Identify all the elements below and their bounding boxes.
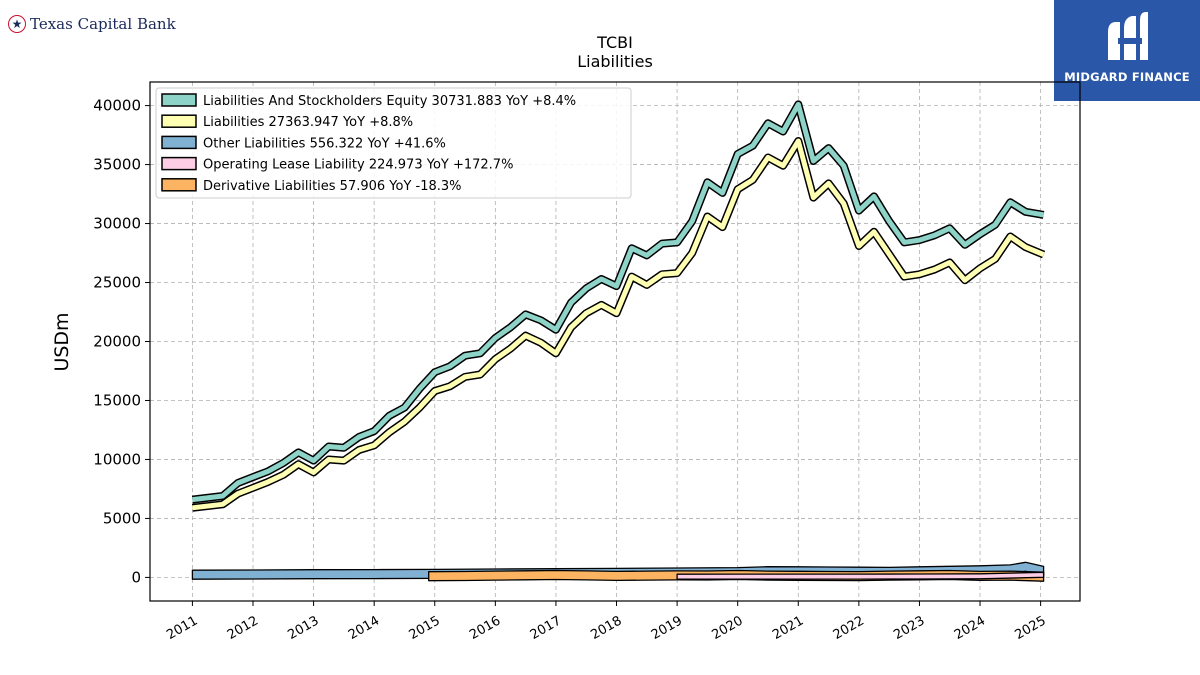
legend-swatch-operating-lease-liability xyxy=(161,156,197,171)
x-tick-label: 2012 xyxy=(225,613,261,643)
x-tick-label: 2013 xyxy=(285,613,321,643)
y-tick-label: 20000 xyxy=(93,333,141,351)
chart-subtitle: Liabilities xyxy=(577,52,653,71)
y-axis-ticks: 0 5000 10000 15000 20000 25000 30000 35000 40000 xyxy=(93,97,150,586)
x-tick-label: 2018 xyxy=(588,613,624,643)
y-axis-label: USDm xyxy=(51,312,73,371)
legend-label-other-liabilities: Other Liabilities 556.322 YoY +41.6% xyxy=(203,136,446,151)
x-tick-label: 2021 xyxy=(770,613,806,643)
y-tick-label: 15000 xyxy=(93,391,141,409)
y-tick-label: 40000 xyxy=(93,97,141,115)
legend-label-operating-lease-liability: Operating Lease Liability 224.973 YoY +1… xyxy=(203,158,513,173)
chart-title: TCBI xyxy=(596,33,633,52)
x-tick-label: 2023 xyxy=(891,613,927,643)
y-tick-label: 25000 xyxy=(93,274,141,292)
y-tick-label: 10000 xyxy=(93,450,141,468)
legend-swatch-liabilities-and-stockholders-equity xyxy=(161,93,197,107)
legend-frame xyxy=(155,87,632,199)
star-circle-icon: ★ xyxy=(8,15,26,33)
bank-name-text: Texas Capital Bank xyxy=(30,15,176,33)
legend-label-liabilities: Liabilities 27363.947 YoY +8.8% xyxy=(203,115,413,130)
liabilities-and-stockholders-equity-line xyxy=(192,101,1045,503)
midgard-m-icon xyxy=(1108,12,1148,60)
legend-label-liabilities-and-stockholders-equity: Liabilities And Stockholders Equity 3073… xyxy=(203,94,576,109)
x-tick-label: 2025 xyxy=(1012,613,1048,643)
legend-label-derivative-liabilities: Derivative Liabilities 57.906 YoY -18.3% xyxy=(203,179,462,194)
x-tick-label: 2019 xyxy=(649,613,685,643)
x-tick-label: 2020 xyxy=(710,613,746,643)
y-tick-label: 30000 xyxy=(93,215,141,233)
operating-lease-liability-band xyxy=(676,571,1045,580)
y-tick-label: 0 xyxy=(131,568,141,586)
legend-swatch-other-liabilities xyxy=(161,135,197,150)
liabilities-line xyxy=(192,138,1045,511)
series-layer xyxy=(191,100,1046,582)
x-tick-label: 2014 xyxy=(346,613,382,643)
x-axis-ticks: 2011 2012 2013 2014 2015 2016 2017 2018 2019 2020… xyxy=(164,601,1049,643)
texas-capital-bank-logo: ★ Texas Capital Bank xyxy=(8,14,176,34)
legend-swatch-liabilities xyxy=(161,114,197,128)
x-tick-label: 2015 xyxy=(407,613,443,643)
x-tick-label: 2022 xyxy=(831,613,867,643)
x-tick-label: 2024 xyxy=(952,613,988,643)
midgard-brand-text: MIDGARD FINANCE xyxy=(1064,70,1190,84)
x-tick-label: 2016 xyxy=(467,613,503,643)
y-tick-label: 35000 xyxy=(93,156,141,174)
midgard-finance-logo: MIDGARD FINANCE xyxy=(1054,0,1200,101)
legend-swatch-derivative-liabilities xyxy=(161,178,197,192)
y-tick-label: 5000 xyxy=(103,509,141,527)
x-tick-label: 2017 xyxy=(528,613,564,643)
legend: Liabilities And Stockholders Equity 3073… xyxy=(155,87,632,199)
x-tick-label: 2011 xyxy=(164,613,200,643)
